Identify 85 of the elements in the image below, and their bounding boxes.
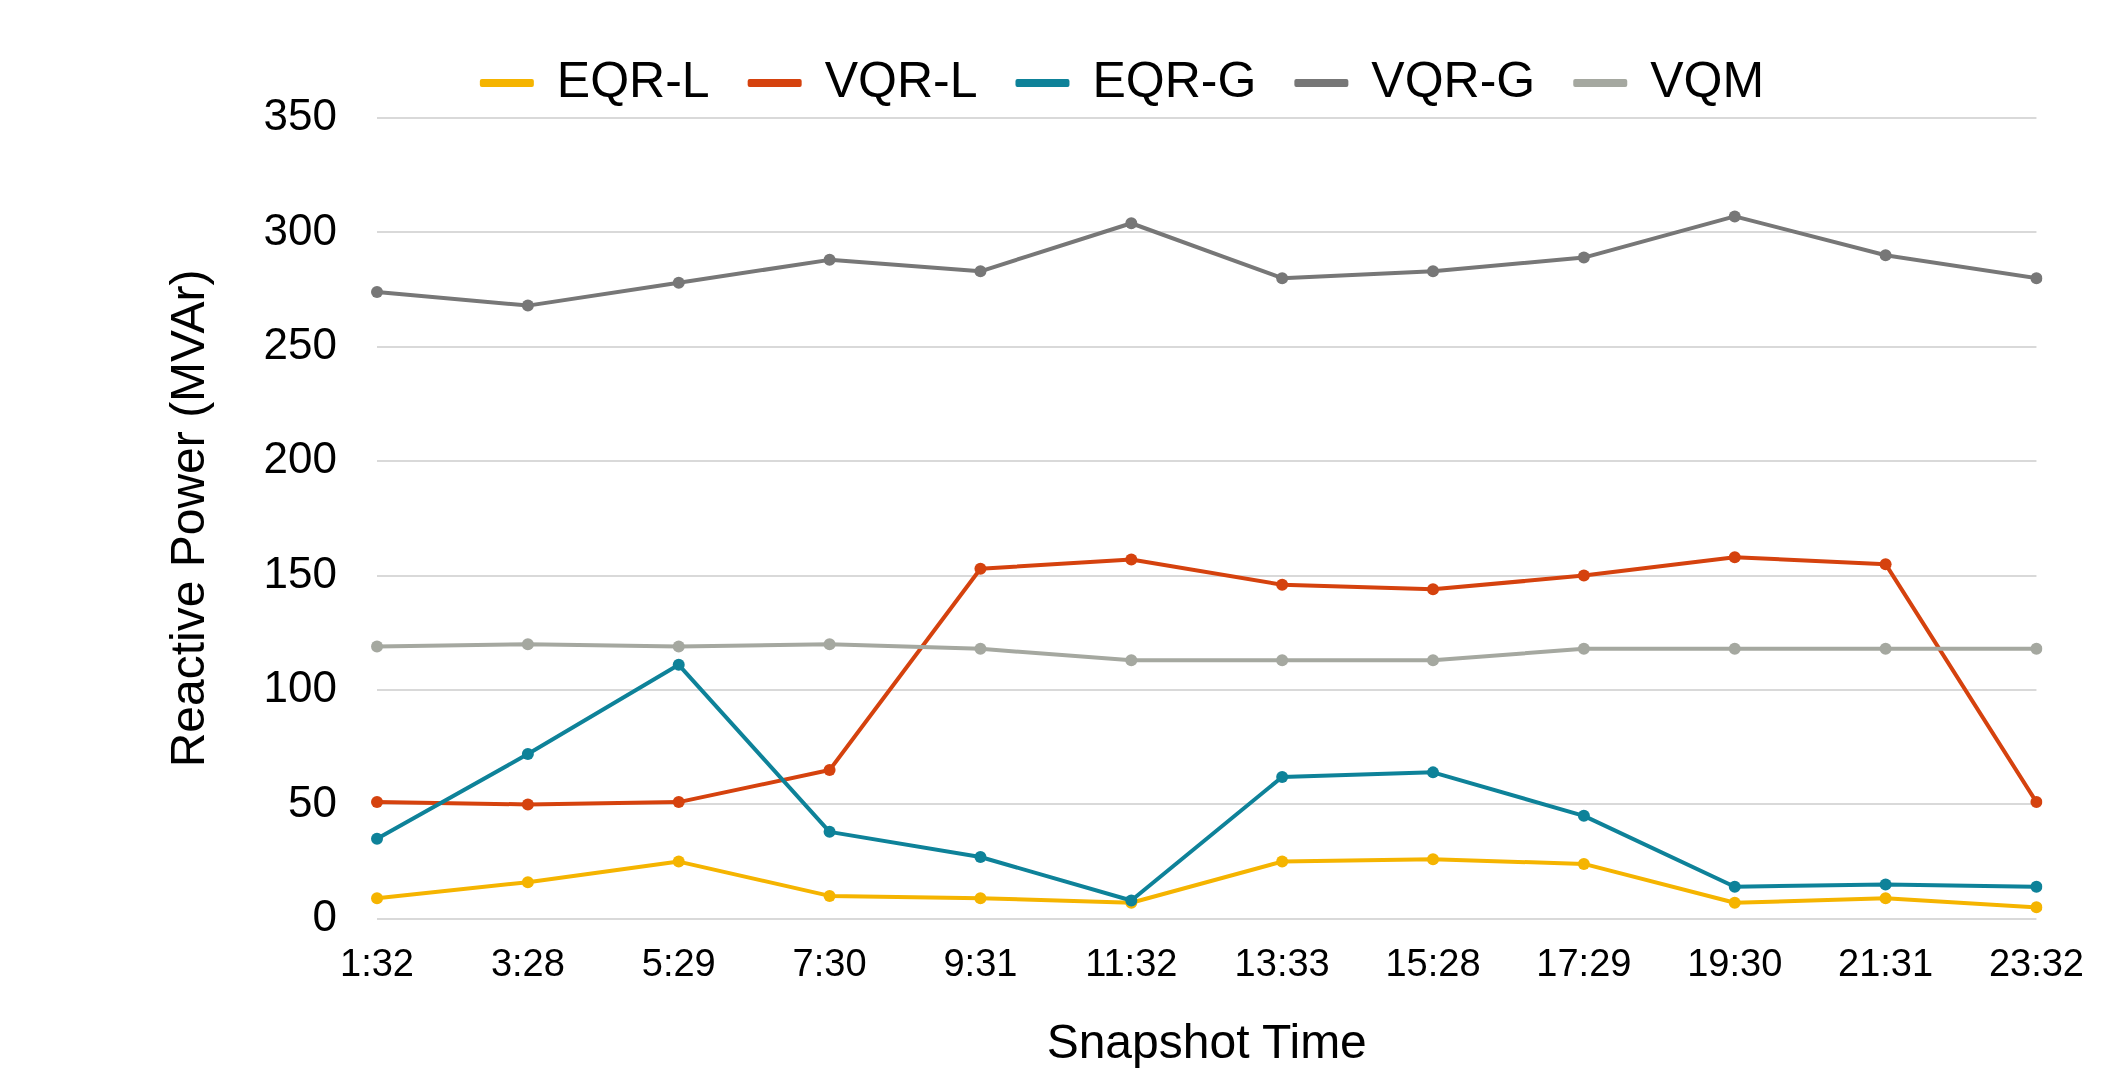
x-tick-label: 17:29 [1536,942,1632,985]
point [974,265,987,278]
point [1728,642,1741,655]
legend-label: VQR-G [1371,51,1536,108]
point [371,640,384,653]
point [672,640,685,653]
x-tick-label: 9:31 [943,942,1018,985]
point [1728,551,1741,564]
point [1276,654,1289,667]
x-tick-label: 1:32 [340,942,414,985]
x-tick-label: 15:28 [1385,942,1481,985]
point [1276,578,1289,591]
point [1728,210,1741,223]
point [1577,809,1590,822]
point [2030,901,2043,914]
y-tick-label: 200 [263,433,338,483]
point [371,832,384,845]
point [1577,251,1590,264]
point [1879,642,1892,655]
point [672,855,685,868]
y-tick-label: 0 [312,890,338,940]
point [974,892,987,905]
y-tick-label: 300 [263,204,338,254]
point [672,658,685,671]
point [1577,642,1590,655]
point [1427,853,1440,866]
point [1728,880,1741,893]
x-tick-label: 5:29 [641,942,716,985]
x-tick-label: 13:33 [1234,942,1330,985]
x-tick-label: 3:28 [490,942,565,985]
x-tick-label: 21:31 [1838,942,1934,985]
point [1125,217,1138,230]
x-tick-label: 11:32 [1085,942,1178,985]
point [2030,272,2043,285]
point [1427,654,1440,667]
y-tick-label: 250 [263,318,338,368]
point [823,764,836,777]
point [521,299,534,312]
y-tick-label: 100 [263,662,338,712]
point [823,825,836,838]
point [1879,878,1892,891]
point [521,798,534,811]
x-tick-label: 23:32 [1988,942,2084,985]
point [2030,880,2043,893]
point [1125,553,1138,566]
point [2030,796,2043,809]
y-tick-label: 350 [263,90,338,140]
point [1427,583,1440,596]
legend-label: VQR-L [824,51,978,108]
point [672,796,685,809]
point [974,851,987,864]
point [2030,642,2043,655]
point [371,892,384,905]
point [974,562,987,575]
point [672,276,685,289]
y-tick-label: 150 [263,547,338,597]
point [1427,265,1440,278]
legend-label: EQR-L [556,51,710,108]
point [521,748,534,761]
point [371,796,384,809]
x-axis-title: Snapshot Time [1046,1015,1367,1069]
point [1879,249,1892,262]
point [1728,896,1741,909]
point [974,642,987,655]
point [1276,770,1289,783]
point [1276,855,1289,868]
legend-label: EQR-G [1092,51,1257,108]
y-axis-title: Reactive Power (MVAr) [161,269,215,768]
point [1427,766,1440,779]
point [1577,857,1590,870]
y-tick-label: 50 [288,776,338,826]
point [823,253,836,266]
point [521,638,534,651]
point [1276,272,1289,285]
x-tick-label: 19:30 [1687,942,1783,985]
point [1125,654,1138,667]
point [371,285,384,298]
point [1879,892,1892,905]
point [823,889,836,902]
point [1879,558,1892,571]
point [823,638,836,651]
x-tick-label: 7:30 [792,942,867,985]
legend-label: VQM [1650,51,1765,108]
point [521,876,534,889]
point [1577,569,1590,582]
